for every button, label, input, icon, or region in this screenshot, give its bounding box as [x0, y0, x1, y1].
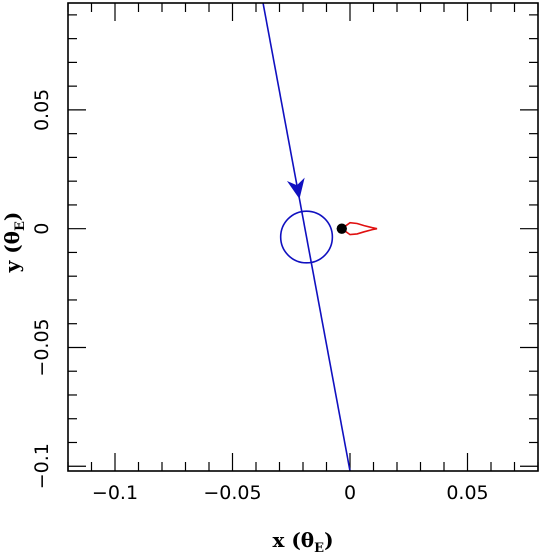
y-tick-label: −0.05 [31, 318, 53, 376]
y-axis-label: y (θE) [0, 212, 28, 274]
x-axis-label: x (θE) [272, 528, 333, 555]
y-axis-label-main: y (θ [0, 231, 24, 273]
ticks-layer [67, 3, 539, 471]
x-axis-label-sub: E [314, 541, 324, 555]
source-trajectory-line [262, 2, 351, 472]
lens-marker [336, 223, 347, 234]
data-layer [262, 2, 378, 472]
x-tick-label: −0.1 [92, 482, 138, 504]
x-axis-label-close: ) [324, 528, 333, 552]
y-axis-label-close: ) [0, 212, 24, 221]
y-tick-label: 0.05 [31, 89, 53, 131]
x-tick-label: −0.05 [203, 482, 261, 504]
plot-frame [67, 2, 539, 472]
caustic-curve [340, 221, 378, 236]
trajectory-arrow [286, 177, 305, 199]
source-circle [279, 210, 334, 264]
x-tick-label: 0 [344, 482, 356, 504]
y-tick-label: −0.1 [31, 443, 53, 489]
y-tick-label: 0 [31, 223, 53, 235]
x-tick-label: 0.05 [446, 482, 488, 504]
labels-layer: −0.1 −0.05 0 0.05 −0.1 −0.05 0 0.05 [31, 89, 489, 504]
x-axis-label-main: x (θ [272, 528, 314, 552]
y-axis-label-sub: E [13, 221, 28, 231]
